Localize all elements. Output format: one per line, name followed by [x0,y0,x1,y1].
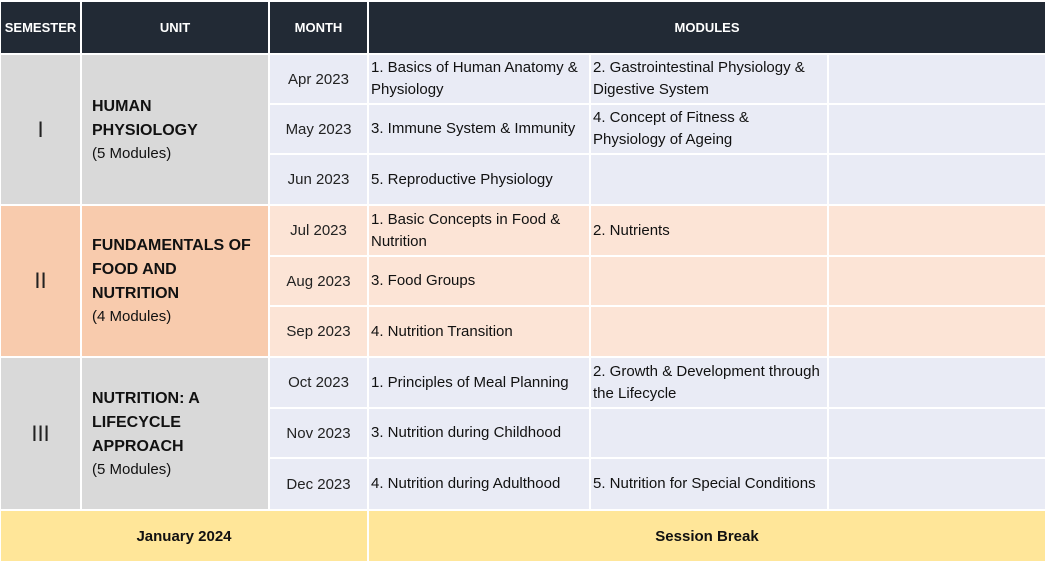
module-cell: 4. Concept of Fitness & Physiology of Ag… [591,105,827,153]
unit-cell: NUTRITION: A LIFECYCLE APPROACH (5 Modul… [82,358,268,509]
module-cell: 5. Reproductive Physiology [369,155,589,204]
unit-module-count: (5 Modules) [92,460,172,478]
month-cell: Jun 2023 [270,155,367,204]
unit-cell: FUNDAMENTALS OF FOOD AND NUTRITION (4 Mo… [82,206,268,356]
footer-session-break: Session Break [369,511,1045,561]
header-semester: SEMESTER [1,2,80,53]
unit-module-count: (4 Modules) [92,308,172,325]
module-cell: 1. Principles of Meal Planning [369,358,589,407]
empty-cell [829,409,1045,457]
month-cell: May 2023 [270,105,367,153]
semester-numeral: III [1,358,80,509]
module-cell: 3. Nutrition during Childhood [369,409,589,457]
module-cell: 2. Nutrients [591,206,827,255]
month-cell: Dec 2023 [270,459,367,509]
semester-numeral: II [1,206,80,356]
module-cell: 1. Basics of Human Anatomy & Physiology [369,55,589,103]
header-modules: MODULES [369,2,1045,53]
unit-module-count: (5 Modules) [92,144,172,162]
empty-cell [829,155,1045,204]
module-cell: 2. Growth & Development through the Life… [591,358,827,407]
empty-cell [829,206,1045,255]
month-cell: Jul 2023 [270,206,367,255]
month-cell: Sep 2023 [270,307,367,356]
module-cell [591,257,827,305]
module-cell [591,155,827,204]
footer-month: January 2024 [1,511,367,561]
module-cell [591,307,827,356]
empty-cell [829,257,1045,305]
month-cell: Aug 2023 [270,257,367,305]
module-cell: 1. Basic Concepts in Food & Nutrition [369,206,589,255]
module-cell: 3. Food Groups [369,257,589,305]
semester-numeral: I [1,55,80,204]
unit-name: FUNDAMENTALS OF FOOD AND NUTRITION [92,237,251,302]
module-cell: 4. Nutrition Transition [369,307,589,356]
unit-cell: HUMAN PHYSIOLOGY (5 Modules) [82,55,268,204]
month-cell: Apr 2023 [270,55,367,103]
empty-cell [829,358,1045,407]
empty-cell [829,307,1045,356]
unit-name: HUMAN PHYSIOLOGY [92,97,198,139]
module-cell [591,409,827,457]
empty-cell [829,459,1045,509]
unit-name: NUTRITION: A LIFECYCLE APPROACH [92,389,200,455]
module-cell: 4. Nutrition during Adulthood [369,459,589,509]
month-cell: Nov 2023 [270,409,367,457]
module-cell: 5. Nutrition for Special Conditions [591,459,827,509]
month-cell: Oct 2023 [270,358,367,407]
module-cell: 3. Immune System & Immunity [369,105,589,153]
empty-cell [829,105,1045,153]
header-month: MONTH [270,2,367,53]
empty-cell [829,55,1045,103]
header-unit: UNIT [82,2,268,53]
module-cell: 2. Gastrointestinal Physiology & Digesti… [591,55,827,103]
